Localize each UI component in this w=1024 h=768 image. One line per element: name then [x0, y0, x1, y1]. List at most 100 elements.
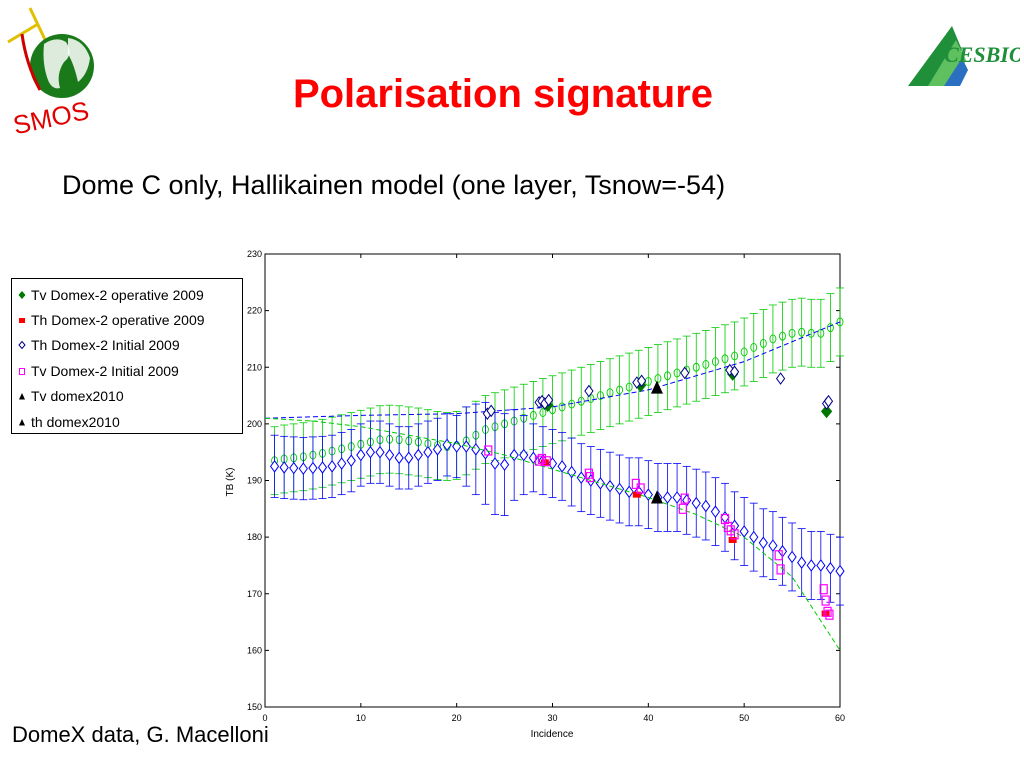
- data-point: [826, 323, 834, 333]
- data-point: [328, 446, 336, 456]
- data-point: [424, 439, 432, 449]
- data-point: [636, 483, 645, 494]
- data-point: [797, 556, 807, 569]
- data-point: [585, 472, 594, 483]
- data-point: [637, 374, 647, 388]
- data-point: [414, 437, 422, 447]
- orbit-arc: [20, 33, 42, 91]
- data-point: [357, 439, 365, 449]
- data-point: [520, 413, 528, 423]
- data-point: [413, 448, 423, 462]
- data-point: [509, 448, 519, 462]
- data-point: [711, 357, 719, 367]
- data-point: [472, 430, 480, 440]
- plot-frame: [264, 253, 841, 708]
- data-point: [544, 393, 554, 407]
- data-point: [317, 461, 328, 474]
- data-point: [816, 559, 826, 572]
- slide-title: Polarisation signature: [292, 72, 714, 116]
- data-point: [740, 347, 748, 357]
- legend-marker-icon: [19, 367, 25, 375]
- data-point: [787, 550, 797, 564]
- legend-marker-icon: [19, 318, 25, 324]
- data-point: [534, 455, 544, 466]
- smos-logo: SMOS: [7, 7, 94, 134]
- data-point: [405, 436, 413, 446]
- data-point: [632, 491, 641, 498]
- x-tick-label: 40: [643, 713, 653, 723]
- data-point: [775, 372, 786, 385]
- data-point: [730, 529, 739, 540]
- data-point: [537, 453, 547, 465]
- data-point: [788, 328, 796, 338]
- data-point: [835, 564, 845, 578]
- data-point: [549, 405, 556, 415]
- data-point: [356, 448, 366, 462]
- data-point: [595, 476, 606, 490]
- data-point: [539, 408, 547, 417]
- data-point: [692, 362, 700, 372]
- data-point: [376, 435, 384, 445]
- data-point: [557, 459, 567, 473]
- data-point: [346, 454, 356, 468]
- data-point: [759, 339, 767, 348]
- data-point: [529, 410, 537, 420]
- data-point: [269, 459, 280, 473]
- data-point: [584, 384, 594, 398]
- legend-label: Tv Domex-2 Initial 2009: [31, 362, 179, 379]
- data-point: [691, 496, 701, 510]
- data-point: [806, 559, 816, 572]
- data-point: [528, 451, 538, 465]
- data-point: [337, 457, 347, 470]
- data-point: [587, 393, 595, 403]
- data-point: [635, 379, 643, 389]
- data-point: [605, 479, 615, 493]
- data-point: [749, 530, 759, 544]
- data-point: [423, 445, 433, 459]
- data-point: [614, 482, 625, 496]
- y-tick-label: 160: [247, 645, 262, 655]
- data-point: [289, 461, 299, 475]
- data-point: [723, 521, 732, 533]
- data-point: [540, 397, 550, 410]
- data-point: [701, 499, 711, 513]
- data-point: [729, 519, 740, 533]
- data-point: [728, 536, 737, 543]
- data-point: [280, 454, 288, 464]
- data-point: [819, 584, 828, 595]
- data-point: [616, 385, 624, 395]
- data-point: [568, 399, 576, 409]
- data-point: [643, 488, 653, 502]
- data-point: [453, 440, 461, 450]
- data-point: [644, 376, 652, 386]
- data-point: [769, 334, 777, 344]
- legend-label: th domex2010: [31, 413, 120, 430]
- data-point: [432, 443, 443, 456]
- data-point: [480, 446, 491, 460]
- cesbio-logo-text: CESBIO: [944, 42, 1020, 67]
- data-point: [631, 478, 640, 489]
- data-point: [632, 376, 642, 389]
- y-tick-label: 200: [247, 419, 262, 429]
- data-point: [366, 437, 374, 447]
- data-point: [540, 459, 549, 466]
- data-point: [499, 458, 510, 471]
- data-point: [817, 328, 825, 338]
- data-point: [384, 448, 395, 462]
- data-point: [452, 440, 462, 453]
- data-point: [820, 404, 833, 419]
- legend-item: Tv domex2010: [16, 384, 242, 409]
- data-point: [758, 536, 768, 550]
- data-point: [299, 452, 307, 462]
- data-point: [774, 550, 783, 561]
- legend-marker-icon: [18, 341, 26, 350]
- model-curve: [264, 321, 841, 419]
- data-point: [750, 342, 758, 352]
- y-tick-label: 180: [247, 532, 262, 542]
- data-point: [319, 448, 326, 458]
- cesbio-logo: CESBIO: [908, 26, 1020, 86]
- y-axis-label: TB (K): [225, 468, 236, 497]
- data-point: [484, 445, 493, 456]
- y-tick-label: 220: [247, 306, 262, 316]
- data-point: [584, 468, 594, 479]
